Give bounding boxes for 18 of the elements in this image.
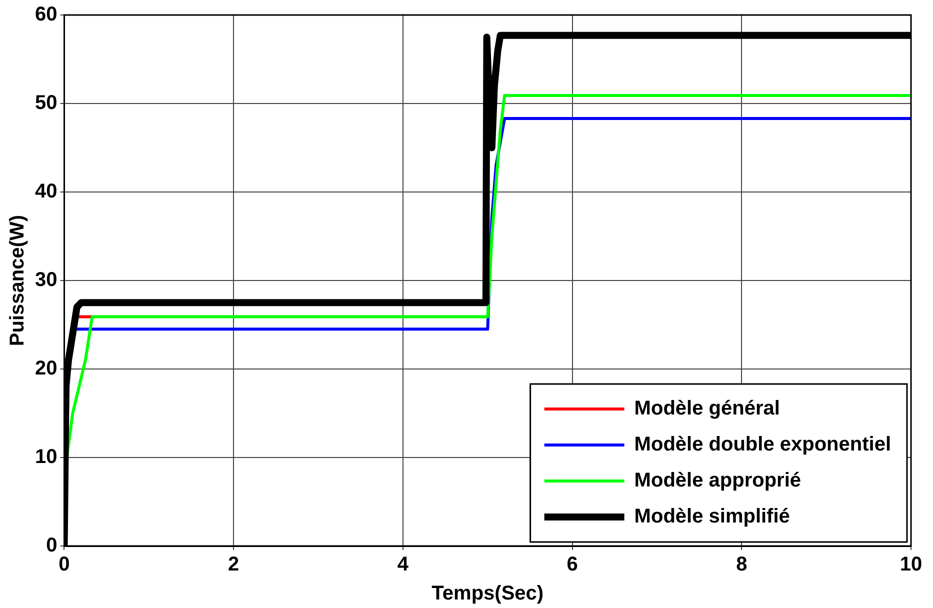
legend-label: Modèle général bbox=[634, 398, 780, 420]
x-tick-label: 4 bbox=[397, 554, 410, 576]
legend-label: Modèle approprié bbox=[634, 470, 802, 492]
legend-label: Modèle double exponentiel bbox=[634, 434, 892, 456]
y-tick-label: 10 bbox=[34, 446, 58, 468]
y-tick-label: 50 bbox=[34, 92, 58, 114]
y-tick-label: 40 bbox=[34, 180, 58, 203]
legend-label: Modèle simplifié bbox=[634, 506, 790, 528]
x-tick-label: 8 bbox=[736, 554, 748, 576]
x-tick-label: 10 bbox=[900, 554, 922, 576]
y-axis-title: Puissance(W) bbox=[6, 214, 29, 346]
x-tick-label: 6 bbox=[566, 554, 578, 576]
x-axis-title: Temps(Sec) bbox=[432, 582, 544, 605]
y-tick-label: 60 bbox=[34, 4, 58, 26]
y-tick-label: 20 bbox=[34, 358, 58, 380]
x-tick-label: 2 bbox=[228, 554, 240, 576]
y-tick-label: 0 bbox=[46, 534, 58, 557]
y-tick-label: 30 bbox=[34, 269, 58, 292]
